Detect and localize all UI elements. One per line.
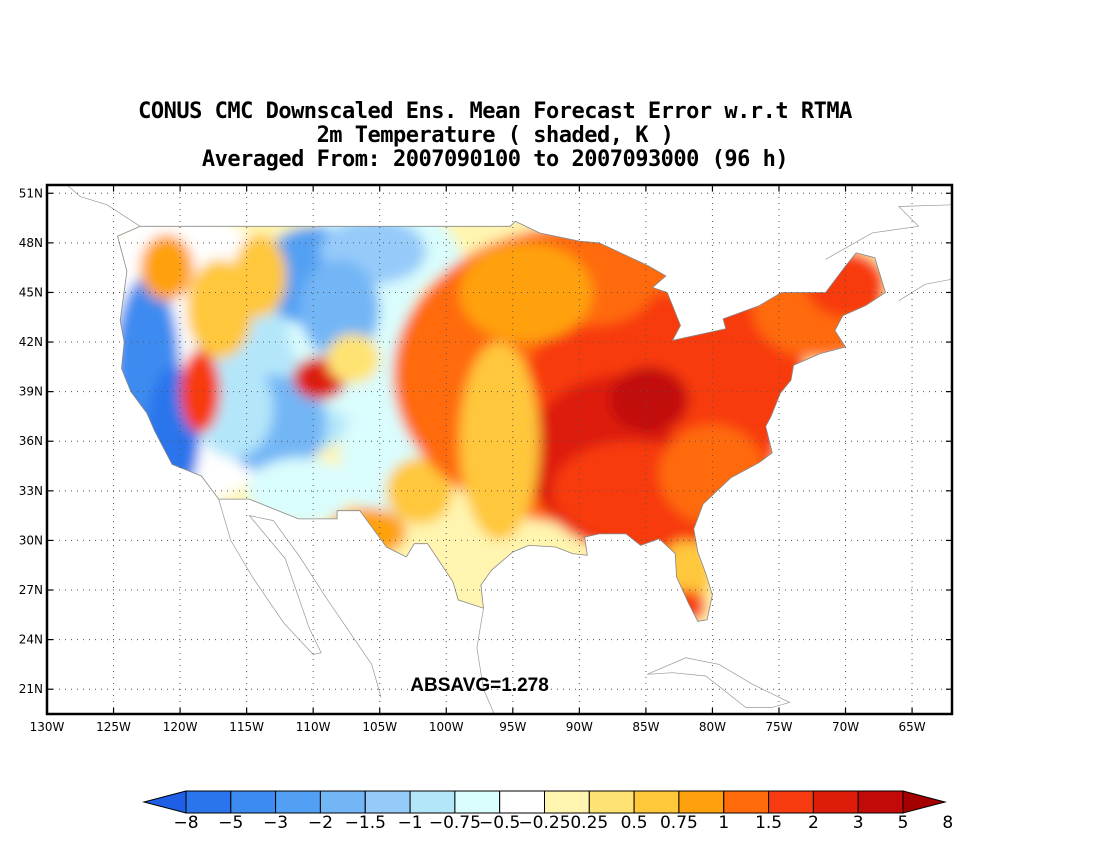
colorbar-swatch [768,790,814,814]
colorbar-swatch [454,790,501,814]
colorbar-label: 1.5 [755,813,782,833]
colorbar-label: 2 [808,813,819,833]
colorbar-label: 5 [898,813,909,833]
map-frame [45,183,954,716]
lat-tick-label: 39N [19,385,43,399]
colorbar-label: 0.5 [621,813,648,833]
colorbar-label: 3 [853,813,864,833]
colorbar-swatch [633,790,680,814]
lon-tick-label: 100W [429,720,464,734]
title-line-1: CONUS CMC Downscaled Ens. Mean Forecast … [138,99,852,124]
lon-tick-label: 115W [229,720,264,734]
lat-tick-label: 42N [19,335,43,349]
colorbar-arrow-high [902,790,947,814]
colorbar-swatch [275,790,321,814]
lon-tick-label: 90W [566,720,593,734]
colorbar-arrow-low [142,790,187,814]
colorbar-label: −5 [218,813,243,833]
colorbar-swatch [499,790,546,814]
colorbar-label: 8 [942,813,953,833]
colorbar-swatch [230,790,277,814]
colorbar-swatch [409,790,456,814]
lat-tick-label: 21N [19,682,43,696]
colorbar-label: −2 [308,813,333,833]
graticule [47,185,952,714]
colorbar-label: −8 [173,813,198,833]
colorbar-swatch [544,790,590,814]
lat-tick-label: 30N [19,533,43,547]
title-line-3: Averaged From: 2007090100 to 2007093000 … [201,147,789,172]
colorbar-label: 0.25 [570,813,608,833]
lon-tick-label: 70W [832,720,859,734]
colorbar-label: −1.5 [345,813,386,833]
coastlines [66,185,952,714]
temperature-error-field [117,221,886,622]
lon-tick-label: 65W [899,720,926,734]
colorbar-swatch [723,790,770,814]
lat-tick-label: 27N [19,583,43,597]
lon-tick-label: 105W [362,720,397,734]
lat-tick-label: 45N [19,285,43,299]
lon-tick-label: 85W [632,720,659,734]
colorbar-swatch [185,790,232,814]
title-line-2: 2m Temperature ( shaded, K ) [316,123,674,148]
colorbar-label: 0.75 [660,813,698,833]
latitude-labels: 21N 24N 27N 30N 33N 36N 39N 42N 45N 48N 51N [19,186,952,696]
title-block: CONUS CMC Downscaled Ens. Mean Forecast … [0,100,990,172]
colorbar-label: −3 [263,813,288,833]
lat-tick-label: 51N [19,186,43,200]
colorbar-swatch [319,790,366,814]
lon-tick-label: 120W [163,720,198,734]
colorbar-label: −1 [398,813,423,833]
colorbar-swatch [588,790,635,814]
lat-tick-label: 48N [19,236,43,250]
lat-tick-label: 24N [19,633,43,647]
absavg-label: ABSAVG=1.278 [410,675,549,696]
colorbar-swatch [857,790,904,814]
lon-tick-label: 80W [699,720,726,734]
lon-tick-label: 125W [96,720,131,734]
lon-tick-label: 130W [30,720,65,734]
lat-tick-label: 33N [19,484,43,498]
lat-tick-label: 36N [19,434,43,448]
colorbar-label: −0.25 [518,813,570,833]
colorbar-label: −0.5 [479,813,520,833]
colorbar-label: 1 [718,813,729,833]
colorbar-swatch [678,790,725,814]
colorbar-label: −0.75 [429,813,481,833]
colorbar-swatch [812,790,859,814]
longitude-labels: 130W 125W 120W 115W 110W 105W 100W 95W 90W 85W 80W… [30,185,926,734]
lon-tick-label: 110W [296,720,331,734]
colorbar-swatch [364,790,411,814]
lon-tick-label: 95W [499,720,526,734]
colorbar: −8 −5 −3 −2 −1.5 −1 −0.75−0.5−0.25 0.25 0.5 0.75 1… [142,790,953,833]
lon-tick-label: 75W [765,720,792,734]
